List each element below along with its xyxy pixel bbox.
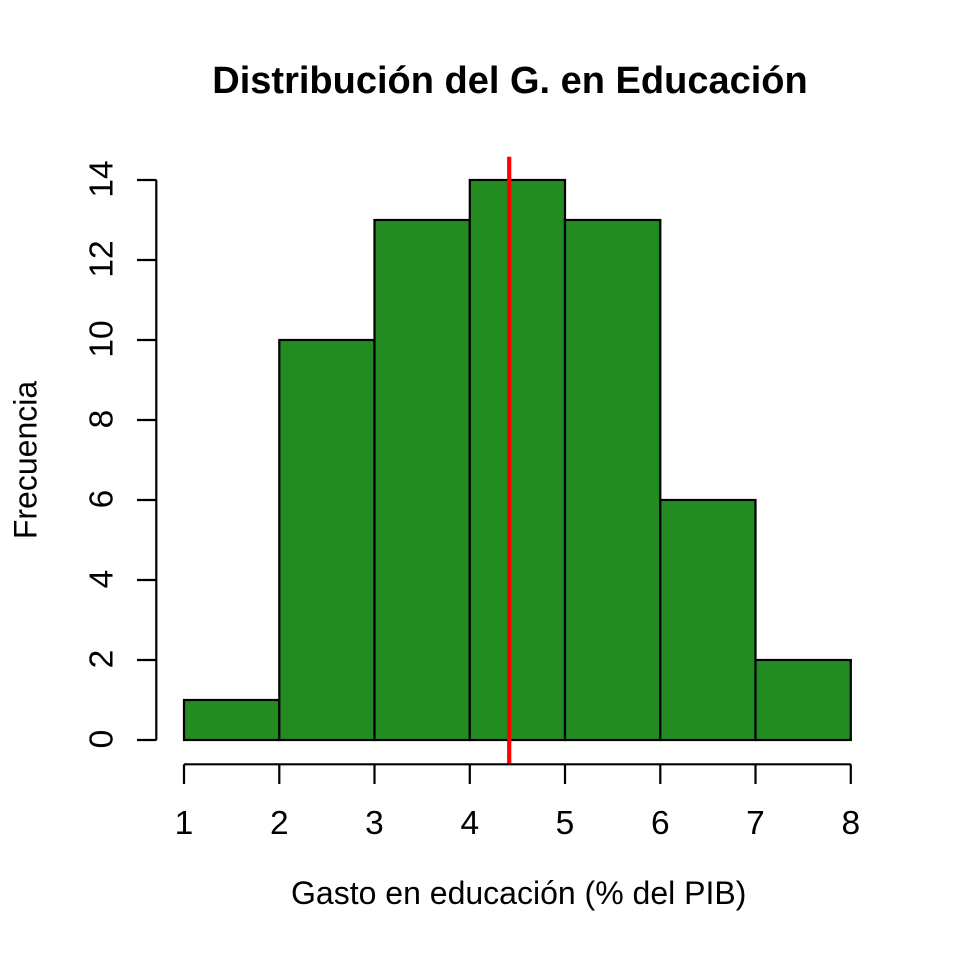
svg-text:6: 6 [651, 805, 670, 842]
svg-text:8: 8 [84, 410, 121, 429]
svg-text:2: 2 [84, 650, 121, 669]
svg-text:0: 0 [84, 730, 121, 749]
svg-text:4: 4 [84, 570, 121, 589]
svg-text:Gasto en educación (% del PIB): Gasto en educación (% del PIB) [291, 875, 746, 911]
svg-text:12: 12 [84, 240, 121, 277]
svg-text:4: 4 [460, 805, 479, 842]
svg-text:1: 1 [175, 805, 194, 842]
svg-text:10: 10 [84, 320, 121, 357]
svg-text:5: 5 [556, 805, 575, 842]
svg-text:3: 3 [365, 805, 384, 842]
svg-text:7: 7 [746, 805, 765, 842]
svg-text:14: 14 [84, 160, 121, 197]
svg-text:2: 2 [270, 805, 289, 842]
svg-text:Distribución del G. en Educaci: Distribución del G. en Educación [212, 60, 807, 102]
svg-text:Frecuencia: Frecuencia [8, 381, 44, 540]
svg-text:6: 6 [84, 490, 121, 509]
svg-text:8: 8 [841, 805, 860, 842]
